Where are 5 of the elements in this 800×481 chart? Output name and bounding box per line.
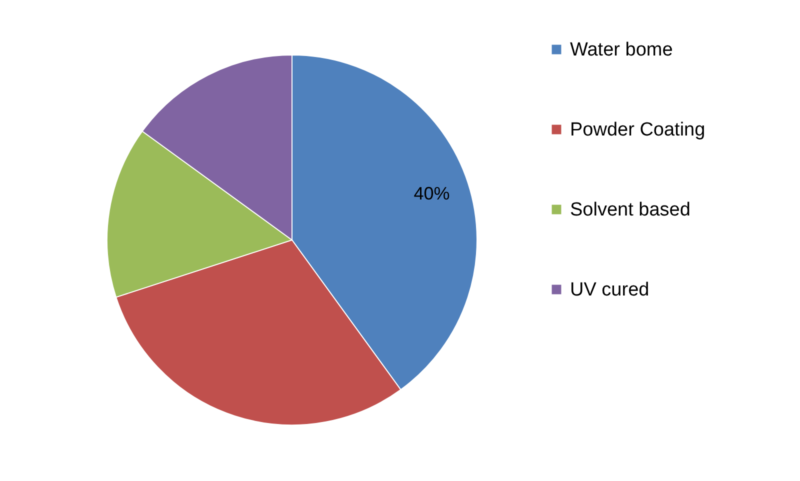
legend-label: UV cured <box>570 280 650 300</box>
legend-label: Water bome <box>570 40 673 60</box>
data-label: 40% <box>414 184 450 204</box>
legend-label: Solvent based <box>570 200 690 220</box>
legend-label: Powder Coating <box>570 120 706 140</box>
